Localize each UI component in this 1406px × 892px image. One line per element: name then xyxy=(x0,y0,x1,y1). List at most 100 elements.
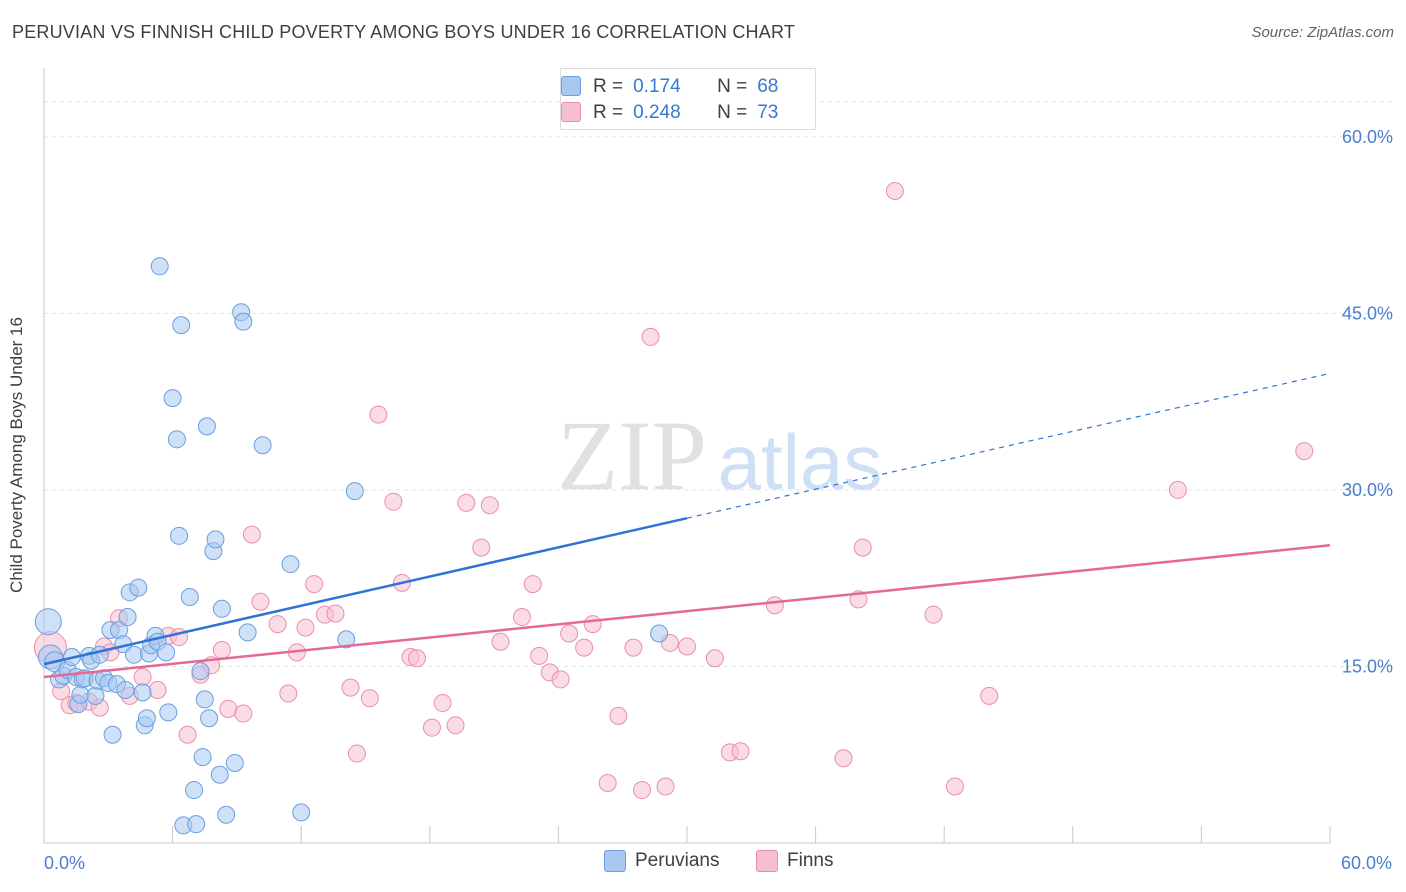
finn-point xyxy=(369,405,388,424)
peruvian-point xyxy=(103,725,122,744)
finn-point xyxy=(945,777,964,796)
finn-point xyxy=(384,492,403,511)
finn-point xyxy=(583,615,602,634)
finn-point xyxy=(765,596,784,615)
finn-point xyxy=(178,725,197,744)
finn-point xyxy=(609,706,628,725)
finn-point xyxy=(341,678,360,697)
finn-point xyxy=(305,575,324,594)
y-tick-label: 60.0% xyxy=(1342,127,1393,147)
peruvian-point xyxy=(210,765,229,784)
finn-point xyxy=(433,693,452,712)
legend-swatch-peruvians xyxy=(604,850,626,872)
finn-point xyxy=(148,681,167,699)
peruvian-point xyxy=(129,578,148,597)
peruvian-point xyxy=(234,312,253,331)
peruvian-point xyxy=(118,608,137,627)
peruvian-point xyxy=(133,683,152,702)
stats-legend: R = 0.174 N = 68 R = 0.248 N = 73 xyxy=(560,68,816,130)
peruvian-point xyxy=(71,685,90,704)
peruvian-point xyxy=(167,430,186,449)
r-label: R = xyxy=(593,102,624,123)
peruvian-point xyxy=(172,316,191,335)
finn-point xyxy=(731,742,750,761)
finn-point xyxy=(457,493,476,512)
finn-point xyxy=(212,640,231,659)
finn-point xyxy=(326,604,345,623)
n-value: 73 xyxy=(757,102,779,123)
peruvian-point xyxy=(197,417,216,436)
finn-point xyxy=(234,704,253,723)
finn-point xyxy=(472,538,491,557)
legend-swatch-finns xyxy=(756,850,778,872)
finn-point xyxy=(279,684,298,703)
peruvian-point xyxy=(281,555,300,574)
peruvian-point xyxy=(292,803,311,822)
peruvian-point xyxy=(187,815,206,834)
peruvian-point xyxy=(150,257,169,276)
peruvian-point xyxy=(217,805,236,824)
legend-item-peruvians[interactable]: Peruvians xyxy=(604,850,720,872)
x-tick-label: 60.0% xyxy=(1341,853,1392,873)
peruvian-point xyxy=(212,599,231,618)
peruvian-point xyxy=(193,748,212,767)
stats-row-peruvians: R = 0.174 N = 68 xyxy=(561,74,778,100)
peruvian-point xyxy=(163,389,182,408)
peruvian-point xyxy=(90,645,109,664)
peruvian-point xyxy=(116,681,135,699)
finn-point xyxy=(446,716,465,735)
finn-point xyxy=(560,624,579,643)
watermark-zip: ZIP xyxy=(557,400,707,511)
stats-row-finns: R = 0.248 N = 73 xyxy=(561,100,779,126)
peruvian-point xyxy=(137,709,156,728)
finn-point xyxy=(480,496,499,515)
finn-point xyxy=(251,592,270,611)
finn-point xyxy=(551,670,570,689)
finn-point xyxy=(296,618,315,637)
legend-label-peruvians: Peruvians xyxy=(635,850,720,871)
finn-point xyxy=(678,637,696,656)
finn-point xyxy=(656,777,675,796)
peruvian-point xyxy=(206,530,225,549)
y-tick-label: 15.0% xyxy=(1342,656,1393,676)
peruvian-point xyxy=(225,753,244,772)
finn-point xyxy=(980,686,999,705)
finn-point xyxy=(512,608,531,627)
legend: Peruvians Finns xyxy=(0,850,1406,878)
chart-title: PERUVIAN VS FINNISH CHILD POVERTY AMONG … xyxy=(12,22,796,42)
finn-point xyxy=(407,649,426,668)
finn-point xyxy=(422,718,441,737)
finn-point xyxy=(268,615,287,634)
peruvian-point xyxy=(345,482,364,501)
legend-label-finns: Finns xyxy=(787,850,834,871)
peruvian-point xyxy=(253,436,272,455)
finn-point xyxy=(624,638,643,657)
peruvians-swatch xyxy=(561,76,581,96)
finn-point xyxy=(491,632,510,651)
grid xyxy=(44,101,1392,667)
r-label: R = xyxy=(593,76,624,97)
peruvian-point xyxy=(125,645,144,664)
peruvian-point xyxy=(86,686,105,705)
finn-point xyxy=(853,538,872,557)
finn-point xyxy=(523,575,542,594)
finn-point xyxy=(347,744,366,763)
peruvian-point xyxy=(170,526,189,545)
axes xyxy=(43,68,1331,844)
finn-point xyxy=(834,749,853,768)
finn-point xyxy=(575,638,594,657)
finns-trend-line xyxy=(43,543,1331,679)
finn-point xyxy=(632,781,651,800)
finn-point xyxy=(598,773,617,792)
finns-swatch xyxy=(561,102,581,122)
legend-item-finns[interactable]: Finns xyxy=(756,850,833,872)
finn-point xyxy=(1168,480,1187,499)
peruvian-point xyxy=(238,623,257,642)
finn-point xyxy=(924,605,943,624)
source-label: Source: ZipAtlas.com xyxy=(1251,24,1394,41)
peruvian-point xyxy=(180,588,199,607)
peruvian-point xyxy=(159,703,178,722)
finn-point xyxy=(885,181,904,200)
peruvian-point xyxy=(200,709,219,728)
